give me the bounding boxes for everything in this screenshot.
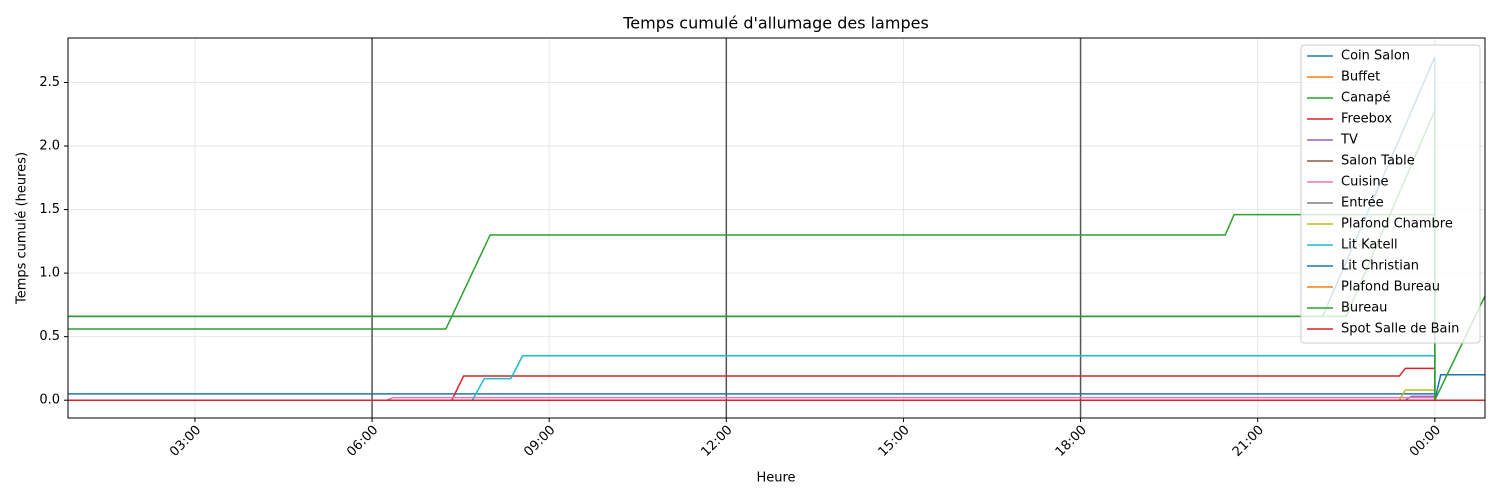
x-tick-label: 15:00: [876, 423, 913, 460]
legend-label: Cuisine: [1341, 175, 1389, 190]
legend-label: Lit Katell: [1341, 238, 1398, 253]
legend-label: Freebox: [1341, 112, 1392, 127]
series-line: [68, 56, 1485, 401]
legend-label: Spot Salle de Bain: [1341, 322, 1459, 337]
legend-label: Plafond Chambre: [1341, 217, 1453, 232]
series-line: [68, 110, 1485, 401]
x-tick-label: 00:00: [1407, 423, 1444, 460]
legend-label: TV: [1340, 133, 1358, 148]
legend-label: Canapé: [1341, 91, 1391, 106]
legend-label: Salon Table: [1341, 154, 1415, 169]
legend-box: [1300, 44, 1481, 344]
y-tick-label: 0.0: [39, 393, 60, 408]
y-axis-label: Temps cumulé (heures): [15, 152, 30, 305]
y-tick-label: 1.5: [39, 202, 60, 217]
series-line: [68, 213, 1485, 401]
series-line: [68, 389, 1485, 401]
x-tick-label: 18:00: [1053, 423, 1090, 460]
chart-title: Temps cumulé d'allumage des lampes: [622, 14, 929, 33]
legend-label: Coin Salon: [1341, 49, 1410, 64]
legend-label: Lit Christian: [1341, 259, 1419, 274]
x-tick-label: 12:00: [699, 423, 736, 460]
legend-label: Entrée: [1341, 196, 1384, 211]
series-line: [68, 374, 1485, 401]
y-tick-label: 0.5: [39, 329, 60, 344]
x-tick-label: 09:00: [521, 423, 558, 460]
y-tick-label: 2.0: [39, 139, 60, 154]
x-tick-label: 06:00: [344, 423, 381, 460]
y-tick-label: 2.5: [39, 75, 60, 90]
legend-label: Buffet: [1341, 70, 1380, 85]
series-line: [68, 367, 1485, 401]
x-tick-label: 03:00: [167, 423, 204, 460]
legend-label: Bureau: [1341, 301, 1387, 316]
legend-label: Plafond Bureau: [1341, 280, 1440, 295]
x-tick-label: 21:00: [1230, 423, 1267, 460]
plot-frame: [67, 37, 1486, 419]
x-axis-label: Heure: [756, 471, 795, 486]
y-tick-label: 1.0: [39, 266, 60, 281]
